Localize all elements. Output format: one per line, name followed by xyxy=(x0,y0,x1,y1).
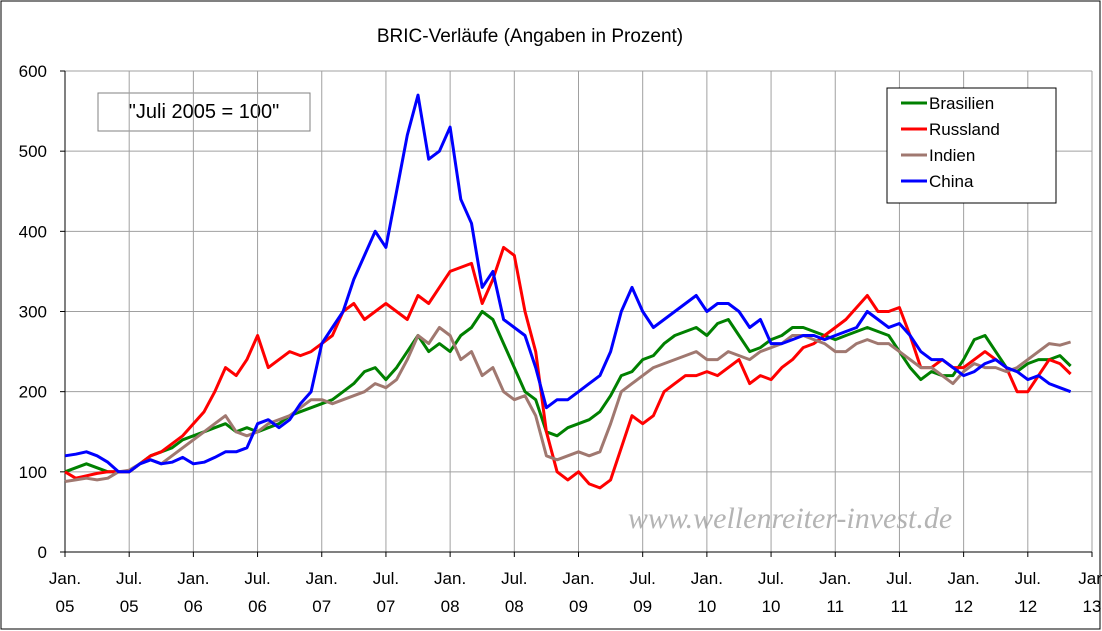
annotation: "Juli 2005 = 100" xyxy=(129,101,279,123)
legend-box xyxy=(886,87,1057,204)
x-tick-label: Jul. 09 xyxy=(629,569,655,616)
legend-label: Brasilien xyxy=(929,94,994,113)
x-tick-label: Jul. 08 xyxy=(501,569,527,616)
x-tick-label: Jan. 07 xyxy=(306,569,338,616)
x-tick-label: Jul. 05 xyxy=(116,569,142,616)
chart-title: BRIC-Verläufe (Angaben in Prozent) xyxy=(377,26,683,47)
legend-label: China xyxy=(929,172,974,191)
x-tick-label: Jan. 10 xyxy=(691,569,723,616)
x-tick-label: Jul. 11 xyxy=(886,569,912,616)
x-tick-label: Jan. 09 xyxy=(562,569,594,616)
legend-label: Indien xyxy=(929,146,975,165)
y-tick-label: 200 xyxy=(19,383,47,402)
y-tick-label: 400 xyxy=(19,222,47,241)
annotation-box xyxy=(97,92,311,132)
series-line xyxy=(64,245,1072,490)
y-tick-label: 500 xyxy=(19,142,47,161)
x-tick-label: Jan. 06 xyxy=(177,569,209,616)
y-tick-label: 100 xyxy=(19,463,47,482)
watermark: www.wellenreiter-invest.de xyxy=(628,502,952,535)
x-tick-label: Jul. 10 xyxy=(758,569,784,616)
x-tick-label: Jul. 12 xyxy=(1015,569,1041,616)
y-tick-label: 300 xyxy=(19,303,47,322)
y-tick-label: 600 xyxy=(19,62,47,81)
x-tick-label: Jul. 06 xyxy=(244,569,270,616)
x-tick-label: Jan 13 xyxy=(1078,569,1102,616)
x-tick-label: Jan. 08 xyxy=(434,569,466,616)
y-tick-label: 0 xyxy=(38,543,47,562)
x-tick-label: Jul. 07 xyxy=(373,569,399,616)
legend-label: Russland xyxy=(929,120,1000,139)
x-tick-label: Jan. 12 xyxy=(948,569,980,616)
series-line xyxy=(64,93,1072,474)
x-tick-label: Jan. 11 xyxy=(819,569,851,616)
series-line xyxy=(64,326,1072,483)
x-tick-label: Jan. 05 xyxy=(49,569,81,616)
